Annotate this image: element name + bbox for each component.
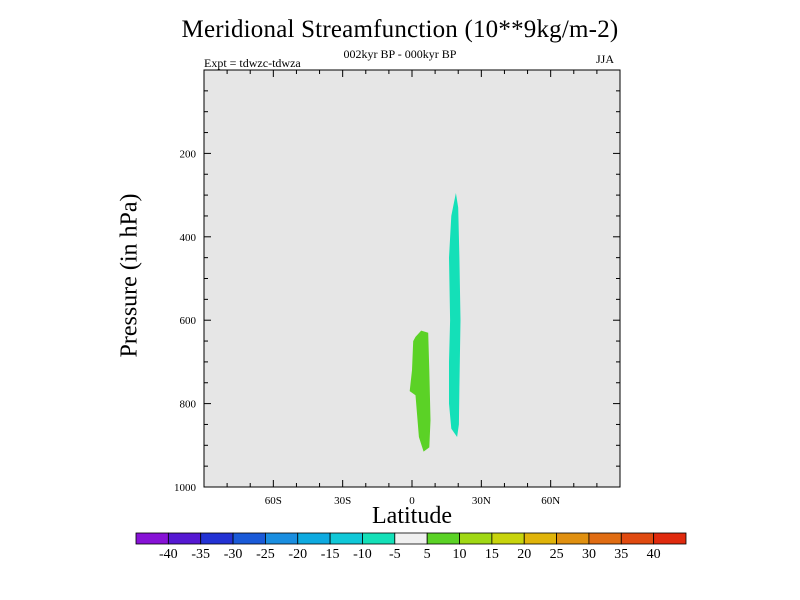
colorbar-label: 35 (614, 547, 628, 562)
colorbar-swatch (459, 532, 493, 545)
colorbar-label: 15 (485, 547, 499, 562)
x-tick-label: 30S (334, 495, 351, 507)
x-tick-label: 60N (541, 495, 560, 507)
colorbar-label: 20 (517, 547, 531, 562)
colorbar-label: 30 (582, 547, 596, 562)
colorbar-label: -35 (191, 547, 210, 562)
colorbar-swatch (362, 532, 396, 545)
colorbar-label: 10 (453, 547, 467, 562)
colorbar-swatch (491, 532, 525, 545)
contour-regions (409, 193, 461, 452)
plot-background (204, 70, 620, 487)
x-tick-label: 30N (472, 495, 491, 507)
colorbar-label: -25 (256, 547, 275, 562)
colorbar-swatch (200, 532, 234, 545)
contour-region-0 (409, 330, 431, 452)
colorbar-label: -40 (159, 547, 178, 562)
y-tick-label: 600 (180, 315, 197, 327)
y-tick-label: 800 (180, 399, 197, 411)
colorbar-label: 25 (550, 547, 564, 562)
colorbar-label: -30 (224, 547, 243, 562)
colorbar-label: 40 (647, 547, 661, 562)
axis-ticks: 200 400 600 800 1000 60S 30S 0 30N 60N (174, 70, 620, 507)
colorbar-swatch (329, 532, 363, 545)
x-tick-label: 0 (409, 495, 415, 507)
x-axis-label: Latitude (372, 503, 452, 529)
colorbar-label: -10 (353, 547, 372, 562)
colorbar-label: -5 (389, 547, 401, 562)
colorbar-swatch (232, 532, 266, 545)
colorbar-swatch (653, 532, 687, 545)
colorbar-label: -20 (288, 547, 307, 562)
y-tick-label: 200 (180, 148, 197, 160)
x-tick-label: 60S (265, 495, 282, 507)
colorbar-swatch (588, 532, 622, 545)
colorbar-swatch (297, 532, 331, 545)
y-tick-label: 400 (180, 232, 197, 244)
colorbar-label: 5 (424, 547, 431, 562)
y-tick-label: 1000 (174, 482, 197, 494)
colorbar-swatch (265, 532, 299, 545)
chart-title: Meridional Streamfunction (10**9kg/m-2) (181, 16, 619, 43)
colorbar-swatch (394, 532, 428, 545)
contour-region-1 (449, 193, 461, 437)
colorbar: -40 -35 -30 -25 -20 -15 -10 -5 5 10 15 20 25 30 35 40 (135, 532, 687, 562)
colorbar-swatch (426, 532, 460, 545)
colorbar-swatch (167, 532, 202, 545)
colorbar-swatch (556, 532, 590, 545)
colorbar-label: -15 (321, 547, 340, 562)
chart-subtitle: 002kyr BP - 000kyr BP (343, 47, 457, 61)
season-label: JJA (596, 52, 615, 66)
colorbar-swatch (523, 532, 557, 545)
colorbar-swatch (620, 532, 655, 545)
experiment-label: Expt = tdwzc-tdwza (204, 56, 301, 70)
colorbar-swatch (135, 532, 169, 545)
